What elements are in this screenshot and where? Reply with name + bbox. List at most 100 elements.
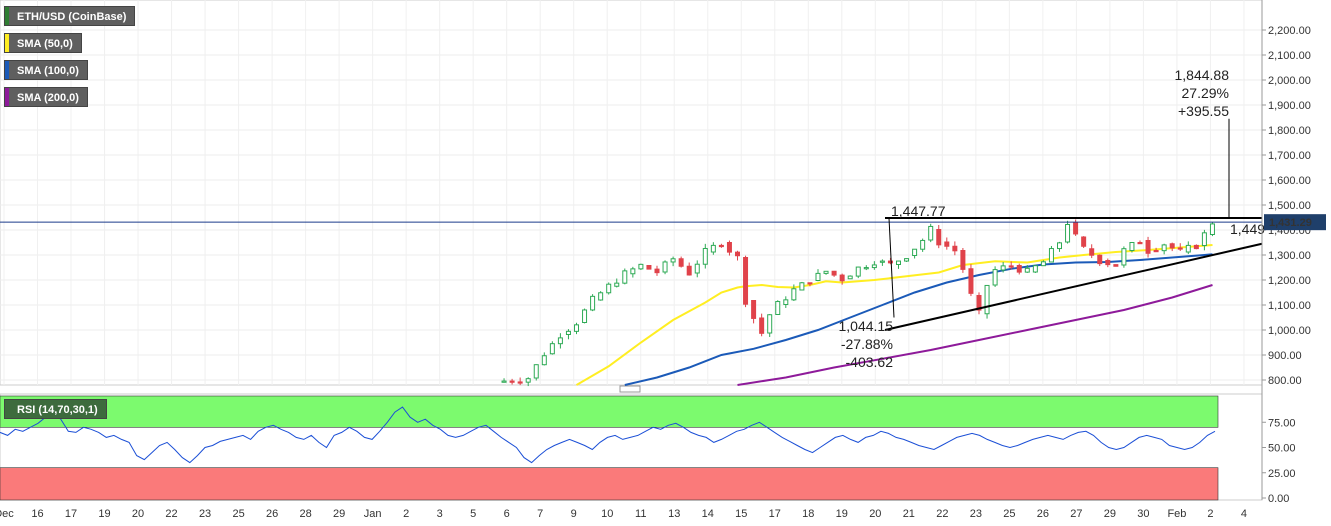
candle-body bbox=[678, 258, 684, 267]
candle-body bbox=[1169, 243, 1175, 249]
legend-sma50-label: SMA (50,0) bbox=[17, 38, 73, 50]
candle-body bbox=[799, 282, 805, 291]
candle-body bbox=[960, 250, 966, 270]
candle-body bbox=[501, 380, 507, 383]
candle-body bbox=[751, 300, 757, 319]
x-tick-label: 13 bbox=[668, 508, 680, 520]
candle-body bbox=[1016, 265, 1022, 273]
x-tick-label: 2 bbox=[403, 508, 409, 520]
candle-body bbox=[791, 288, 797, 301]
candle-body bbox=[855, 266, 861, 277]
candle-body bbox=[815, 272, 821, 281]
candle-body bbox=[686, 265, 692, 276]
candle-body bbox=[968, 268, 974, 294]
current-price-label: 1,431.29 bbox=[1269, 217, 1312, 229]
x-tick-label: 26 bbox=[266, 508, 278, 520]
candle-body bbox=[879, 260, 885, 263]
rsi-tick-label: 25.00 bbox=[1268, 468, 1296, 480]
legend-main-swatch bbox=[5, 7, 9, 25]
x-tick-label: 26 bbox=[1037, 508, 1049, 520]
panel-divider bbox=[619, 385, 641, 393]
candle-body bbox=[622, 270, 628, 284]
y-tick-label: 1,300.00 bbox=[1268, 250, 1311, 262]
candle-body bbox=[847, 275, 853, 280]
ascending-trendline bbox=[884, 242, 1263, 331]
rsi-overbought-zone bbox=[0, 395, 1219, 428]
candle-body bbox=[904, 258, 910, 262]
candle-body bbox=[743, 257, 749, 305]
candle-body bbox=[541, 355, 547, 366]
legend-sma100[interactable]: SMA (100,0) bbox=[4, 60, 88, 80]
x-tick-label: 28 bbox=[299, 508, 311, 520]
candle-body bbox=[1089, 248, 1095, 256]
y-tick-label: 2,200.00 bbox=[1268, 25, 1311, 37]
candle-body bbox=[1201, 232, 1207, 246]
candle-body bbox=[1048, 248, 1054, 263]
legend-sma200-swatch bbox=[5, 88, 9, 106]
candle-body bbox=[1153, 250, 1159, 253]
candle-body bbox=[1209, 223, 1215, 235]
legend-sma100-swatch bbox=[5, 61, 9, 79]
x-tick-label: 9 bbox=[571, 508, 577, 520]
candle-body bbox=[936, 229, 942, 246]
candle-body bbox=[638, 263, 644, 270]
legend-rsi[interactable]: RSI (14,70,30,1) bbox=[4, 399, 107, 419]
x-tick-label: 25 bbox=[1003, 508, 1015, 520]
rsi-zones bbox=[0, 395, 1219, 501]
candle-body bbox=[582, 309, 588, 323]
candle-body bbox=[871, 264, 877, 269]
candle-body bbox=[662, 261, 668, 273]
candle-body bbox=[1105, 260, 1111, 266]
candle-body bbox=[896, 260, 901, 266]
right-price-label: 1,449 bbox=[1230, 221, 1265, 237]
candle-body bbox=[1057, 242, 1062, 250]
y-tick-label: 1,700.00 bbox=[1268, 150, 1311, 162]
candle-body bbox=[1145, 240, 1151, 254]
rsi-tick-label: 0.00 bbox=[1268, 493, 1289, 505]
candle-body bbox=[1129, 241, 1135, 252]
x-tick-label: Feb bbox=[1167, 508, 1186, 520]
x-tick-label: 25 bbox=[232, 508, 244, 520]
candle-body bbox=[767, 314, 773, 334]
candle-body bbox=[1185, 244, 1191, 253]
sma-line-2000 bbox=[737, 284, 1213, 386]
candle-body bbox=[1193, 244, 1199, 250]
y-tick-label: 1,100.00 bbox=[1268, 300, 1311, 312]
candle-body bbox=[759, 317, 765, 334]
x-tick-label: 4 bbox=[1241, 508, 1247, 520]
x-tick-label: 7 bbox=[537, 508, 543, 520]
y-tick-label: 1,500.00 bbox=[1268, 200, 1311, 212]
legend-main[interactable]: ETH/USD (CoinBase) bbox=[4, 6, 136, 26]
candle-body bbox=[1081, 236, 1087, 247]
x-tick-label: 15 bbox=[735, 508, 747, 520]
candle-body bbox=[517, 381, 523, 384]
candle-body bbox=[702, 247, 708, 265]
x-tick-label: 18 bbox=[802, 508, 814, 520]
candle-body bbox=[590, 295, 596, 311]
candle-body bbox=[630, 268, 636, 275]
x-tick-label: Jan bbox=[364, 508, 382, 520]
drop-measure-line bbox=[888, 218, 895, 318]
legend-sma200[interactable]: SMA (200,0) bbox=[4, 87, 88, 107]
target-change-label: +395.55 bbox=[1178, 103, 1229, 119]
x-tick-label: 16 bbox=[31, 508, 43, 520]
legend-sma200-label: SMA (200,0) bbox=[17, 92, 79, 104]
candle-body bbox=[839, 274, 845, 282]
candle-body bbox=[710, 244, 716, 253]
x-tick-label: 6 bbox=[504, 508, 510, 520]
candle-body bbox=[984, 284, 990, 315]
y-tick-label: 1,900.00 bbox=[1268, 100, 1311, 112]
candle-body bbox=[1008, 265, 1014, 268]
candle-body bbox=[694, 263, 700, 274]
x-tick-label: 29 bbox=[1104, 508, 1116, 520]
low-change-label: -403.62 bbox=[846, 354, 894, 370]
legend-sma50-swatch bbox=[5, 34, 9, 52]
resistance-price-label: 1,447.77 bbox=[891, 203, 946, 219]
legend-sma50[interactable]: SMA (50,0) bbox=[4, 33, 82, 53]
x-tick-label: 30 bbox=[1137, 508, 1149, 520]
candle-body bbox=[1097, 254, 1103, 265]
candle-body bbox=[976, 295, 982, 311]
candle-body bbox=[718, 244, 724, 248]
legend-main-label: ETH/USD (CoinBase) bbox=[17, 11, 127, 23]
